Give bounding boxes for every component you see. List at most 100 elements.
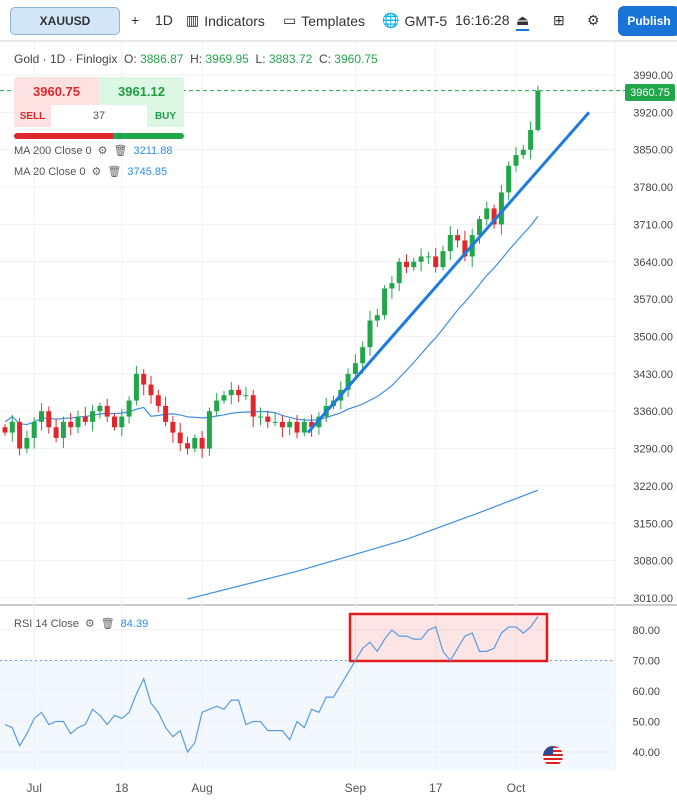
candle-body bbox=[112, 416, 117, 428]
candle-body bbox=[418, 256, 424, 262]
candle-body bbox=[60, 421, 66, 438]
screenshot-icon[interactable]: ⏏ bbox=[516, 12, 530, 31]
ma20-label: MA 20 Close 0 bbox=[14, 165, 86, 178]
candle-body bbox=[484, 208, 490, 220]
high-value: 3969.95 bbox=[205, 52, 249, 66]
candle-body bbox=[97, 405, 103, 412]
candle-body bbox=[163, 405, 169, 422]
candle-body bbox=[396, 261, 402, 284]
candle-body bbox=[24, 437, 30, 449]
price-axis-label: 3990.00 bbox=[633, 70, 673, 82]
candle-body bbox=[177, 432, 183, 444]
candle-body bbox=[46, 411, 52, 428]
timezone-label: GMT-5 bbox=[404, 12, 448, 29]
add-symbol-button[interactable]: + bbox=[131, 12, 140, 28]
candle-body bbox=[462, 240, 468, 257]
candle-body bbox=[294, 421, 300, 433]
candle-body bbox=[236, 389, 242, 396]
price-axis-label: 3570.00 bbox=[633, 294, 673, 306]
layout-icon[interactable]: ⊞ bbox=[553, 12, 565, 28]
price-axis-label: 3640.00 bbox=[633, 257, 673, 269]
candle-body bbox=[126, 400, 132, 417]
indicators-button[interactable]: ▥ Indicators bbox=[186, 12, 265, 29]
timezone-button[interactable]: 🌐 GMT-5 bbox=[382, 12, 447, 29]
candle-body bbox=[491, 208, 497, 225]
close-value: 3960.75 bbox=[334, 52, 378, 66]
templates-button[interactable]: ▭ Templates bbox=[283, 12, 365, 29]
indicators-label: Indicators bbox=[204, 12, 265, 29]
price-axis-label: 3080.00 bbox=[633, 556, 673, 568]
ma200-value: 3211.88 bbox=[133, 144, 173, 157]
candle-body bbox=[520, 149, 526, 156]
us-flag-icon[interactable] bbox=[543, 746, 563, 766]
open-label: O: bbox=[124, 52, 137, 66]
candle-body bbox=[382, 288, 388, 316]
candle-body bbox=[258, 416, 263, 418]
ma200-line bbox=[187, 489, 539, 600]
candle-body bbox=[425, 256, 431, 258]
candle-body bbox=[9, 421, 15, 433]
templates-icon: ▭ bbox=[283, 12, 297, 28]
candle-body bbox=[170, 421, 176, 433]
candle-body bbox=[535, 90, 541, 131]
settings-icon[interactable]: ⚙ bbox=[587, 12, 600, 28]
gear-icon[interactable]: ⚙ bbox=[84, 618, 95, 630]
trash-icon[interactable]: 🗑 bbox=[107, 166, 122, 178]
rsi-oversold-zone bbox=[0, 661, 615, 770]
trash-icon[interactable]: 🗑 bbox=[100, 618, 115, 630]
gear-icon[interactable]: ⚙ bbox=[91, 166, 102, 178]
symbol-search-button[interactable]: XAUUSD bbox=[10, 7, 120, 35]
buy-price-button[interactable]: 3961.12 bbox=[99, 77, 184, 105]
ma20-value: 3745.85 bbox=[127, 165, 168, 178]
candle-body bbox=[148, 384, 154, 396]
interval-button[interactable]: 1D bbox=[155, 12, 173, 28]
rsi-axis-label: 40.00 bbox=[632, 747, 660, 759]
price-axis-label: 3920.00 bbox=[633, 107, 673, 119]
candle-body bbox=[374, 315, 380, 321]
overbought-highlight-box bbox=[348, 612, 549, 663]
candle-body bbox=[309, 421, 315, 428]
sell-price-button[interactable]: 3960.75 bbox=[14, 77, 99, 105]
publish-button[interactable]: Publish bbox=[618, 6, 677, 36]
quantity-input[interactable]: 37 bbox=[51, 105, 147, 127]
price-axis-label: 3710.00 bbox=[633, 219, 673, 231]
close-label: C: bbox=[318, 52, 331, 66]
globe-icon: 🌐 bbox=[382, 12, 400, 28]
price-axis-label: 3430.00 bbox=[633, 369, 673, 381]
rsi-indicator: RSI 14 Close ⚙ 🗑 84.39 bbox=[14, 617, 149, 631]
gear-icon[interactable]: ⚙ bbox=[97, 145, 108, 157]
rsi-value: 84.39 bbox=[120, 617, 149, 630]
candle-body bbox=[477, 219, 482, 236]
candle-body bbox=[272, 421, 278, 423]
time-axis-label: 18 bbox=[115, 781, 129, 795]
candle-body bbox=[53, 427, 59, 438]
toolbar: XAUUSD + 1D ▥ Indicators ▭ Templates 🌐 GMT-… bbox=[0, 0, 677, 42]
price-axis-label: 3150.00 bbox=[633, 518, 673, 530]
candle-body bbox=[287, 421, 293, 428]
trash-icon[interactable]: 🗑 bbox=[113, 145, 128, 157]
rsi-axis-label: 50.00 bbox=[632, 717, 660, 729]
ma20-line bbox=[4, 215, 539, 426]
candle-body bbox=[39, 411, 44, 422]
candle-body bbox=[360, 347, 366, 364]
candle-body bbox=[513, 155, 519, 166]
candle-body bbox=[265, 416, 271, 422]
ma200-indicator: MA 200 Close 0 ⚙ 🗑 3211.88 bbox=[14, 144, 173, 158]
candle-body bbox=[31, 421, 37, 438]
candle-body bbox=[440, 251, 446, 268]
ohlc-legend: Gold · 1D · Finlogix O: 3886.87 H: 3969.… bbox=[14, 52, 378, 66]
ma20-indicator: MA 20 Close 0 ⚙ 🗑 3745.85 bbox=[14, 165, 168, 179]
last-price-tag: 3960.75 bbox=[625, 84, 675, 101]
price-axis-label: 3500.00 bbox=[633, 332, 673, 344]
buy-button[interactable]: BUY bbox=[147, 105, 184, 127]
candle-body bbox=[192, 437, 198, 449]
candle-body bbox=[506, 165, 512, 193]
candle-body bbox=[498, 192, 504, 225]
candle-body bbox=[221, 395, 227, 401]
sell-button[interactable]: SELL bbox=[14, 105, 51, 127]
candle-body bbox=[279, 421, 285, 428]
rsi-axis-label: 70.00 bbox=[632, 656, 660, 668]
candle-body bbox=[155, 395, 161, 406]
candle-body bbox=[301, 421, 307, 433]
